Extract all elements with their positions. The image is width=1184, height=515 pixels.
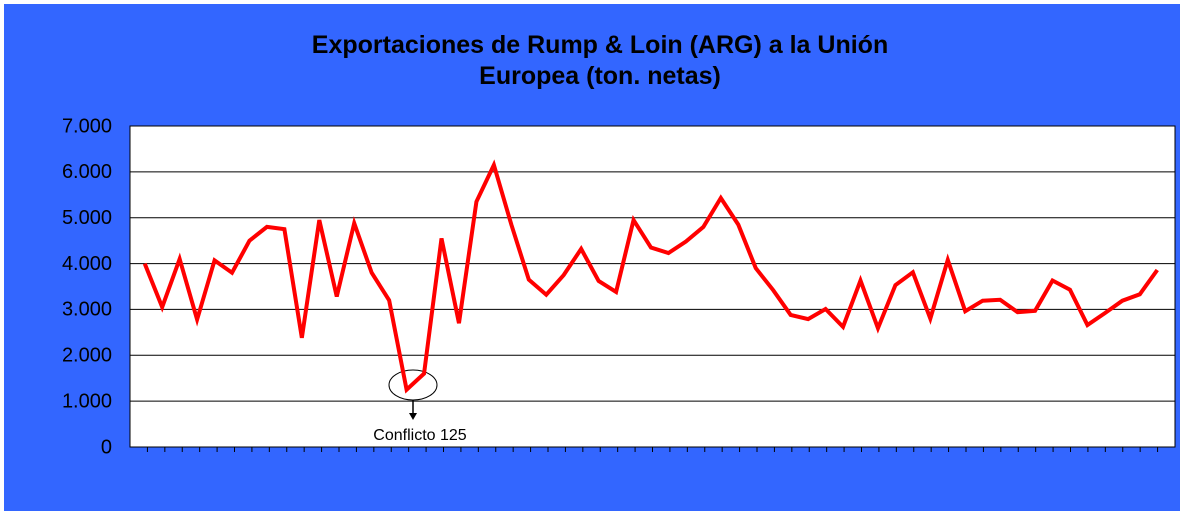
- y-tick-label: 1.000: [62, 390, 112, 412]
- line-series: [142, 159, 1159, 394]
- y-tick-label: 7.000: [62, 115, 112, 137]
- annotation-arrowhead: [409, 413, 417, 420]
- y-tick-label: 3.000: [62, 299, 112, 321]
- annotation: Conflicto 125: [373, 427, 466, 444]
- y-tick-label: 2.000: [62, 345, 112, 367]
- y-tick-label: 4.000: [62, 253, 112, 275]
- y-tick-label: 6.000: [62, 161, 112, 183]
- y-tick-label: 5.000: [62, 207, 112, 229]
- chart-title: Exportaciones de Rump & Loin (ARG) a la …: [311, 31, 889, 90]
- y-tick-label: 0: [101, 436, 112, 458]
- plot-area: [129, 125, 1176, 448]
